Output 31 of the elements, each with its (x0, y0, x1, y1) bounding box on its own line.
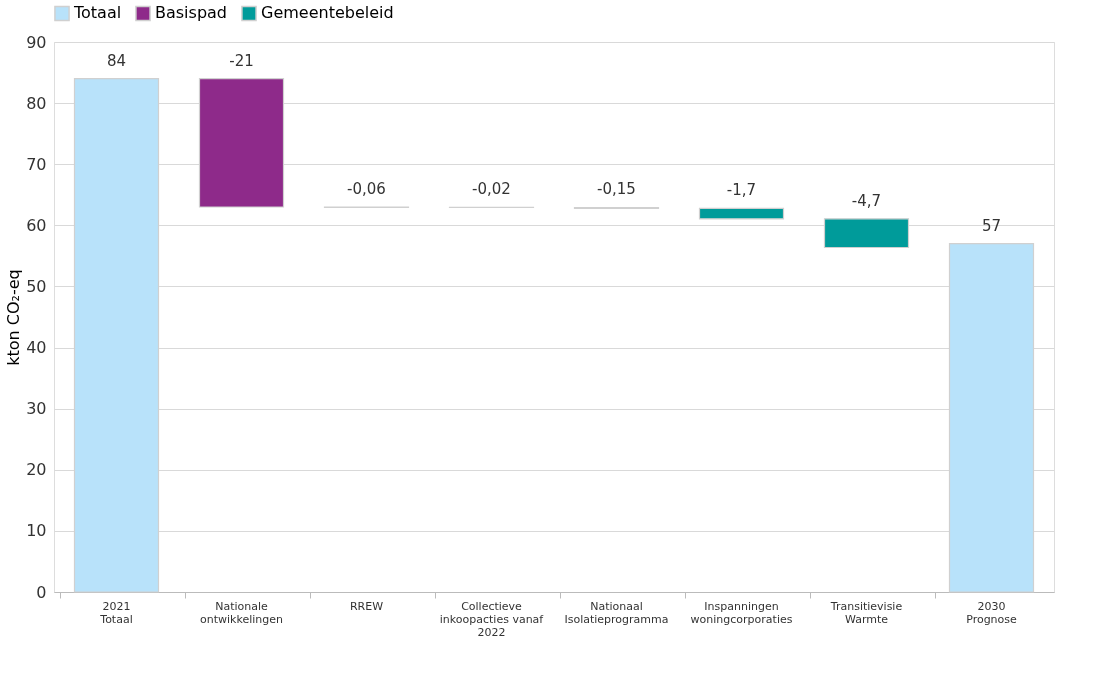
x-tick-label: 2021 Totaal (99, 599, 133, 626)
y-tick-label: 10 (26, 521, 47, 541)
y-tick-label: 40 (26, 338, 47, 358)
y-tick-label: 0 (36, 582, 47, 602)
data-label: -1,7 (726, 181, 757, 200)
x-tick-label: Collectieve inkoopacties vanaf 2022 (439, 599, 545, 639)
x-tick-label: Nationaal Isolatieprogramma (564, 599, 669, 626)
x-tick-label: Nationale ontwikkelingen (200, 599, 284, 626)
x-tick-label: 2030 Prognose (966, 599, 1018, 626)
bar (698, 207, 785, 220)
y-tick-label: 70 (26, 154, 47, 174)
data-label: 84 (106, 51, 127, 70)
y-tick-label: 20 (26, 460, 47, 480)
data-label: -0,15 (597, 180, 636, 199)
legend-label: Gemeentebeleid (261, 3, 394, 23)
data-label: -0,02 (472, 180, 511, 199)
x-tick-label: RREW (349, 599, 384, 613)
data-label: 57 (981, 216, 1002, 235)
x-tick-label: Transitievisie Warmte (829, 599, 903, 626)
y-tick-label: 50 (26, 276, 47, 296)
legend-label: Basispad (155, 3, 228, 23)
legend-label: Totaal (73, 3, 122, 23)
y-tick-label: 80 (26, 93, 47, 113)
y-axis-title: kton CO₂-eq (4, 269, 24, 366)
x-tick-label: Inspanningen woningcorporaties (690, 599, 793, 626)
data-label: -4,7 (851, 191, 882, 210)
y-tick-label: 90 (26, 32, 47, 52)
y-tick-label: 30 (26, 399, 47, 419)
data-label: -0,06 (347, 180, 386, 198)
y-tick-label: 60 (26, 215, 47, 235)
data-label: -21 (229, 51, 254, 70)
